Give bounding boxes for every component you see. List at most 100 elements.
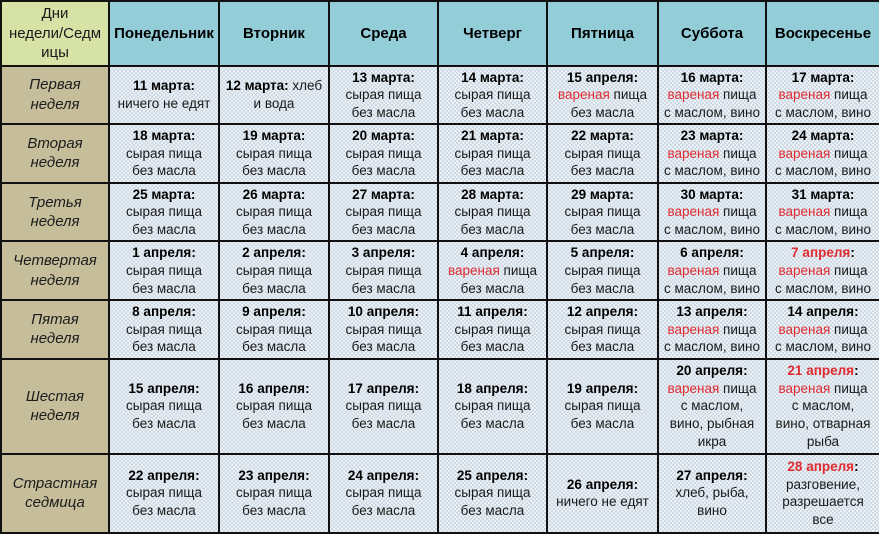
cell-meal: сырая пища без масла	[236, 321, 312, 355]
cell-date: 29 марта:	[551, 186, 654, 204]
cell-date-value: 4 апреля	[460, 245, 520, 261]
day-cell: 14 марта: сырая пища без масла	[437, 64, 548, 126]
week-row: Страстная седмица 22 апреля: сырая пища бе…	[0, 452, 879, 534]
cell-date-value: 23 апреля	[238, 467, 306, 483]
cell-date: 2 апреля:	[223, 244, 325, 262]
cell-date-colon: :	[523, 304, 528, 320]
day-cell: 16 апреля: сырая пища без масла	[218, 357, 330, 455]
cell-date-colon: :	[190, 128, 196, 144]
cell-date: 13 марта:	[333, 69, 434, 87]
cell-date: 8 апреля:	[113, 303, 215, 321]
cell-date-value: 12 апреля	[566, 304, 634, 320]
cell-date: 16 апреля:	[223, 380, 325, 398]
day-cell: 18 марта: сырая пища без масла	[108, 123, 220, 184]
day-cell: 6 апреля: вареная пища с маслом, вино	[657, 240, 767, 302]
red-word: вареная	[778, 262, 831, 278]
cell-date: 23 апреля:	[223, 467, 325, 485]
cell-date-colon: :	[410, 128, 415, 144]
day-cell: 14 апреля: вареная пища с маслом, вино	[765, 299, 879, 360]
cell-meal: сырая пища без масла	[126, 485, 202, 518]
cell-meal: сырая пища без масла	[236, 262, 312, 296]
cell-date-value: 15 апреля	[566, 69, 634, 85]
week-label: Вторая неделя	[0, 123, 110, 184]
cell-date-value: 19 марта	[242, 128, 301, 144]
day-cell: 23 марта: вареная пища с маслом, вино	[657, 123, 767, 184]
cell-date-colon: :	[410, 69, 415, 85]
cell-date-colon: :	[519, 69, 524, 85]
day-header: Четверг	[437, 0, 548, 67]
cell-date-colon: :	[633, 69, 639, 85]
cell-date: 17 марта:	[770, 69, 876, 87]
cell-date: 4 апреля:	[442, 244, 543, 262]
cell-date-colon: :	[739, 245, 744, 261]
cell-date: 20 марта:	[333, 127, 434, 145]
red-word: вареная	[778, 380, 831, 396]
cell-meal: сырая пища без масла	[345, 485, 422, 518]
cell-date: 18 марта:	[113, 127, 215, 145]
day-cell: 12 марта: хлеб и вода	[218, 64, 330, 126]
week-label: Пятая неделя	[0, 299, 110, 360]
cell-date-colon: :	[743, 304, 748, 320]
day-cell: 21 марта: сырая пища без масла	[437, 123, 548, 184]
cell-meal: сырая пища без масла	[126, 204, 202, 237]
day-cell: 23 апреля: сырая пища без масла	[218, 452, 330, 534]
cell-date-colon: :	[410, 186, 415, 202]
cell-date-value: 6 апреля	[680, 245, 740, 261]
cell-date-value: 19 апреля	[566, 380, 634, 396]
cell-date-value: 22 марта	[571, 128, 630, 144]
week-label: Четвертая неделя	[0, 240, 110, 302]
cell-date-value: 7 апреля	[791, 245, 851, 261]
week-row: Четвертая неделя 1 апреля: сырая пища без …	[0, 240, 879, 302]
cell-date: 6 апреля:	[662, 244, 762, 262]
cell-date: 12 апреля:	[551, 303, 654, 321]
cell-meal: вареная пища с маслом, вино	[663, 87, 761, 120]
day-cell: 10 апреля: сырая пища без масла	[328, 299, 439, 360]
cell-date-value: 27 марта	[352, 186, 411, 202]
week-label: Первая неделя	[0, 64, 110, 126]
day-cell: 26 марта: сырая пища без масла	[218, 181, 330, 243]
cell-meal: сырая пища без масла	[236, 145, 312, 179]
day-cell: 19 апреля: сырая пища без масла	[546, 357, 659, 455]
cell-meal: сырая пища без масла	[454, 87, 531, 120]
cell-meal: хлеб, рыба, вино	[675, 485, 749, 518]
cell-date-colon: :	[629, 186, 634, 202]
day-cell: 19 марта: сырая пища без масла	[218, 123, 330, 184]
cell-date: 12 марта:	[226, 78, 289, 93]
cell-date-value: 16 марта	[680, 69, 739, 85]
cell-date-value: 13 марта	[352, 69, 411, 85]
cell-date-colon: :	[414, 380, 420, 396]
cell-meal: вареная пища с маслом, вино	[774, 204, 872, 237]
cell-date: 19 апреля:	[551, 380, 654, 398]
corner-header: Дни недели/Седм ицы	[0, 0, 110, 67]
cell-date-colon: :	[519, 186, 524, 202]
cell-date: 23 марта:	[662, 127, 762, 145]
day-header: Понедельник	[108, 0, 220, 67]
cell-meal: сырая пища без масла	[454, 145, 531, 179]
cell-date: 5 апреля:	[551, 244, 654, 262]
day-cell: 26 апреля: ничего не едят	[546, 452, 659, 534]
cell-date-colon: :	[190, 186, 196, 202]
cell-date-value: 14 марта	[461, 69, 520, 85]
red-word: вареная	[667, 204, 720, 220]
cell-date-value: 9 апреля	[242, 304, 302, 320]
day-cell: 25 марта: сырая пища без масла	[108, 181, 220, 243]
cell-date: 18 апреля:	[442, 380, 543, 398]
red-word: вареная	[667, 87, 720, 103]
day-cell: 31 марта: вареная пища с маслом, вино	[765, 181, 879, 243]
cell-meal: вареная пища с маслом, вино, рыбная икра	[667, 380, 757, 449]
day-header: Среда	[328, 0, 439, 67]
cell-date-colon: :	[523, 380, 529, 396]
day-cell: 8 апреля: сырая пища без масла	[108, 299, 220, 360]
cell-meal: сырая пища без масла	[454, 204, 531, 237]
cell-date: 7 апреля:	[770, 244, 876, 262]
day-cell: 16 марта: вареная пища с маслом, вино	[657, 64, 767, 126]
cell-date-colon: :	[523, 467, 529, 483]
week-row: Пятая неделя 8 апреля: сырая пища без масл…	[0, 299, 879, 360]
cell-date-colon: :	[850, 245, 855, 261]
cell-date-value: 28 марта	[461, 186, 520, 202]
header-row: Дни недели/Седм ицы Понедельник Вторник Ср…	[0, 0, 879, 67]
cell-date-colon: :	[849, 69, 855, 85]
cell-date-value: 26 марта	[242, 186, 301, 202]
cell-date-value: 8 апреля	[132, 304, 192, 320]
